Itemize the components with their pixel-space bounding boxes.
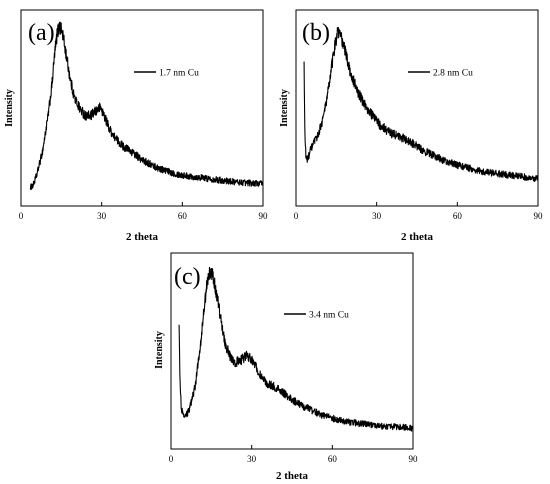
- panel-b: (b) 0 30 60 90 2 theta Intensity 2.8 nm Cu: [279, 9, 543, 243]
- x-tick-label-c-0: 0: [169, 454, 174, 464]
- series-group-c: [178, 266, 414, 432]
- series-group-b: [303, 27, 539, 182]
- x-tick-labels-b: 0 30 60 90: [294, 211, 543, 221]
- plot-frame-c: [170, 252, 414, 450]
- x-tick-label-a-2: 60: [178, 211, 188, 221]
- x-tick-label-c-2: 60: [328, 454, 338, 464]
- legend-a: 1.7 nm Cu: [134, 69, 199, 79]
- x-axis-ticks-a: [20, 202, 264, 206]
- y-axis-label-b: Intensity: [279, 89, 290, 127]
- panel-a: (a) 0 30 60 90 2 theta Intensity 1.7 nm Cu: [4, 9, 268, 243]
- x-tick-label-a-0: 0: [19, 211, 24, 221]
- x-axis-label-b: 2 theta: [401, 231, 434, 243]
- y-axis-label-c: Intensity: [154, 331, 165, 369]
- x-tick-label-b-2: 60: [453, 211, 463, 221]
- legend-label-c: 3.4 nm Cu: [309, 311, 349, 321]
- plot-frame-a: [20, 9, 264, 207]
- x-tick-label-b-3: 90: [534, 211, 544, 221]
- x-tick-label-a-3: 90: [259, 211, 269, 221]
- x-axis-ticks-b: [295, 202, 539, 206]
- x-axis-label-a: 2 theta: [126, 231, 159, 243]
- series-group-a: [29, 21, 264, 190]
- x-tick-label-a-1: 30: [97, 211, 107, 221]
- panel-label-a: (a): [28, 20, 55, 46]
- legend-label-a: 1.7 nm Cu: [159, 69, 199, 79]
- panel-label-c: (c): [174, 264, 201, 290]
- x-tick-labels-c: 0 30 60 90: [169, 454, 418, 464]
- x-tick-label-b-1: 30: [372, 211, 382, 221]
- x-axis-ticks-c: [170, 445, 414, 449]
- x-tick-label-b-0: 0: [294, 211, 299, 221]
- series-line-b-0: [303, 27, 539, 182]
- legend-c: 3.4 nm Cu: [284, 311, 349, 321]
- x-tick-labels-a: 0 30 60 90: [19, 211, 268, 221]
- panel-label-b: (b): [302, 20, 330, 46]
- plot-frame-b: [295, 9, 539, 207]
- x-tick-label-c-3: 90: [409, 454, 419, 464]
- series-line-c-0: [178, 266, 414, 432]
- x-axis-label-c: 2 theta: [276, 470, 309, 482]
- panel-c: (c) 0 30 60 90 2 theta Intensity 3.4 nm Cu: [154, 252, 418, 482]
- legend-b: 2.8 nm Cu: [408, 69, 473, 79]
- legend-label-b: 2.8 nm Cu: [433, 69, 473, 79]
- series-line-a-0: [29, 21, 264, 190]
- y-axis-label-a: Intensity: [4, 89, 15, 127]
- x-tick-label-c-1: 30: [247, 454, 257, 464]
